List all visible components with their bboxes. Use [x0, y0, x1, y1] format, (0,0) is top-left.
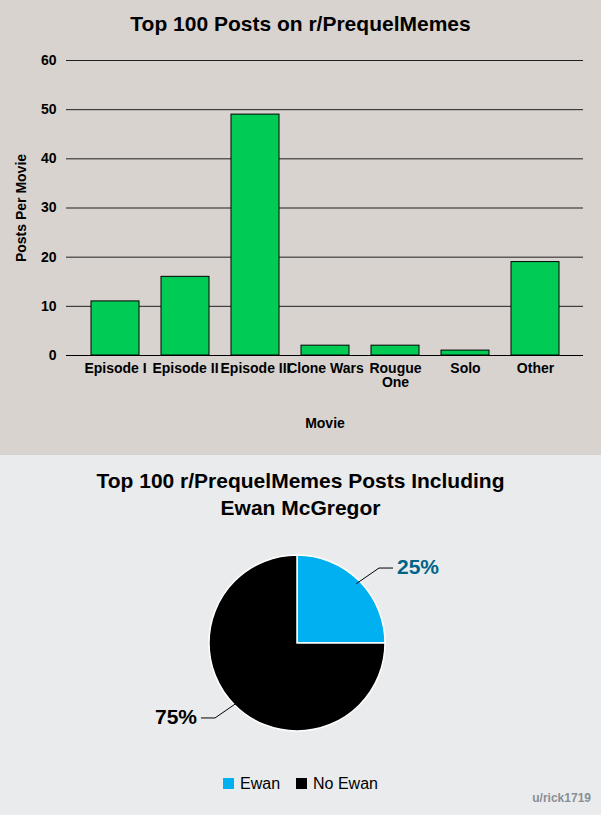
svg-text:Episode II: Episode II: [152, 360, 218, 376]
svg-text:10: 10: [41, 298, 57, 314]
svg-text:Episode III: Episode III: [220, 360, 290, 376]
svg-text:Episode I: Episode I: [84, 360, 146, 376]
svg-text:Other: Other: [517, 360, 555, 376]
svg-text:0: 0: [49, 347, 57, 363]
svg-text:25%: 25%: [397, 555, 439, 578]
svg-text:Movie: Movie: [305, 415, 345, 431]
svg-text:RougueOne: RougueOne: [369, 360, 421, 390]
svg-text:60: 60: [41, 52, 57, 68]
svg-text:Solo: Solo: [450, 360, 480, 376]
svg-text:75%: 75%: [155, 705, 197, 728]
html-text:Ewan: Ewan: [240, 775, 280, 792]
svg-text:40: 40: [41, 150, 57, 166]
html-text:Top 100 Posts on r/PrequelMeme: Top 100 Posts on r/PrequelMemes: [130, 12, 471, 35]
svg-text:Clone Wars: Clone Wars: [287, 360, 364, 376]
svg-text:30: 30: [41, 199, 57, 215]
html-text:Top 100 r/PrequelMemes Posts I: Top 100 r/PrequelMemes Posts Including E…: [96, 469, 505, 519]
svg-text:50: 50: [41, 101, 57, 117]
html-text:No Ewan: No Ewan: [313, 775, 378, 792]
svg-text:Posts Per Movie: Posts Per Movie: [13, 154, 29, 262]
svg-text:20: 20: [41, 249, 57, 265]
html-text:u/rick1719: u/rick1719: [532, 791, 591, 805]
